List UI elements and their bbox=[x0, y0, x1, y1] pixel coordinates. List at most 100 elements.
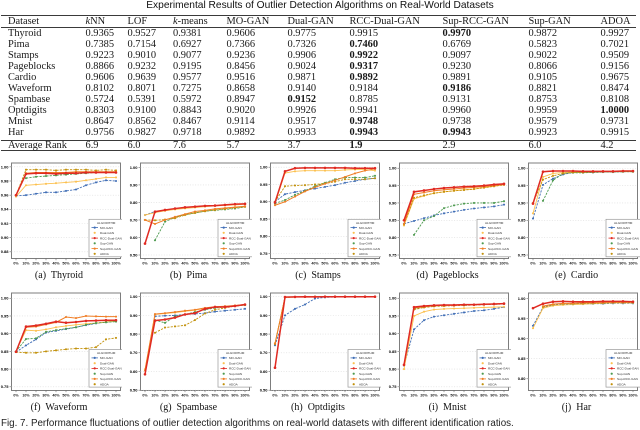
svg-text:100%: 100% bbox=[240, 261, 250, 265]
svg-text:Sup-RCC-GAN: Sup-RCC-GAN bbox=[229, 246, 250, 250]
svg-text:Dual-GAN: Dual-GAN bbox=[229, 231, 243, 235]
svg-text:40%: 40% bbox=[569, 261, 577, 265]
svg-text:30%: 30% bbox=[559, 393, 567, 397]
svg-text:0.80: 0.80 bbox=[130, 199, 139, 204]
svg-text:1.00: 1.00 bbox=[518, 295, 527, 300]
svg-text:0.95: 0.95 bbox=[389, 182, 398, 187]
svg-text:0.90: 0.90 bbox=[0, 331, 9, 336]
svg-text:ADOA: ADOA bbox=[358, 382, 368, 386]
svg-text:0.95: 0.95 bbox=[518, 315, 527, 320]
svg-text:Sup-RCC-GAN: Sup-RCC-GAN bbox=[488, 377, 509, 381]
svg-text:20%: 20% bbox=[420, 261, 428, 265]
svg-text:0%: 0% bbox=[13, 393, 19, 397]
svg-text:40%: 40% bbox=[52, 261, 60, 265]
svg-text:60%: 60% bbox=[72, 393, 80, 397]
svg-text:0.80: 0.80 bbox=[389, 366, 398, 371]
svg-text:20%: 20% bbox=[420, 393, 428, 397]
svg-text:0%: 0% bbox=[272, 393, 278, 397]
svg-text:RCC-Dual-GAN: RCC-Dual-GAN bbox=[99, 366, 121, 370]
svg-text:RCC-Dual-GAN: RCC-Dual-GAN bbox=[488, 236, 510, 240]
svg-text:ADOA: ADOA bbox=[488, 382, 498, 386]
svg-text:20%: 20% bbox=[549, 393, 557, 397]
svg-text:ALGORITHM: ALGORITHM bbox=[97, 351, 116, 355]
svg-text:50%: 50% bbox=[579, 261, 587, 265]
svg-text:Dual-GAN: Dual-GAN bbox=[100, 231, 114, 235]
svg-text:80%: 80% bbox=[609, 261, 617, 265]
svg-text:90%: 90% bbox=[619, 261, 627, 265]
svg-text:Dual-GAN: Dual-GAN bbox=[359, 231, 373, 235]
svg-text:ALGORITHM: ALGORITHM bbox=[485, 220, 504, 224]
svg-text:70%: 70% bbox=[82, 261, 90, 265]
svg-text:0.80: 0.80 bbox=[130, 331, 139, 336]
svg-text:10%: 10% bbox=[151, 393, 159, 397]
svg-text:100%: 100% bbox=[370, 261, 380, 265]
svg-text:Sup-RCC-GAN: Sup-RCC-GAN bbox=[488, 246, 509, 250]
svg-text:Sup-RCC-GAN: Sup-RCC-GAN bbox=[100, 246, 121, 250]
svg-text:MO-GAN: MO-GAN bbox=[100, 225, 113, 229]
svg-text:MO-GAN: MO-GAN bbox=[488, 356, 501, 360]
svg-text:90%: 90% bbox=[361, 393, 369, 397]
svg-text:Sup-RCC-GAN: Sup-RCC-GAN bbox=[617, 377, 638, 381]
svg-text:90%: 90% bbox=[619, 393, 627, 397]
svg-text:0.75: 0.75 bbox=[518, 252, 527, 257]
svg-text:MO-GAN: MO-GAN bbox=[229, 356, 242, 360]
svg-text:20%: 20% bbox=[161, 393, 169, 397]
svg-text:60%: 60% bbox=[460, 393, 468, 397]
svg-text:0.70: 0.70 bbox=[130, 217, 139, 222]
svg-text:70%: 70% bbox=[341, 393, 349, 397]
svg-text:Sup-GAN: Sup-GAN bbox=[488, 241, 501, 245]
svg-text:40%: 40% bbox=[181, 261, 189, 265]
svg-text:0.50: 0.50 bbox=[130, 387, 139, 392]
svg-text:30%: 30% bbox=[171, 393, 179, 397]
svg-text:80%: 80% bbox=[221, 393, 229, 397]
svg-text:70%: 70% bbox=[82, 393, 90, 397]
svg-text:MO-GAN: MO-GAN bbox=[358, 356, 371, 360]
svg-text:60%: 60% bbox=[331, 261, 339, 265]
svg-text:0.90: 0.90 bbox=[130, 182, 139, 187]
svg-text:0.70: 0.70 bbox=[130, 350, 139, 355]
svg-text:0.90: 0.90 bbox=[518, 336, 527, 341]
svg-text:100%: 100% bbox=[628, 261, 638, 265]
svg-text:Dual-GAN: Dual-GAN bbox=[358, 361, 372, 365]
svg-text:0.90: 0.90 bbox=[518, 200, 527, 205]
svg-text:100%: 100% bbox=[240, 393, 250, 397]
svg-text:50%: 50% bbox=[62, 261, 70, 265]
svg-text:30%: 30% bbox=[430, 261, 438, 265]
svg-text:50%: 50% bbox=[321, 261, 329, 265]
svg-text:Sup-RCC-GAN: Sup-RCC-GAN bbox=[229, 377, 250, 381]
svg-text:10%: 10% bbox=[410, 261, 418, 265]
svg-text:0.98: 0.98 bbox=[0, 178, 9, 183]
svg-text:Sup-GAN: Sup-GAN bbox=[617, 241, 630, 245]
svg-text:Sup-GAN: Sup-GAN bbox=[358, 371, 371, 375]
svg-text:30%: 30% bbox=[42, 261, 50, 265]
svg-text:100%: 100% bbox=[370, 393, 380, 397]
svg-text:0.85: 0.85 bbox=[389, 217, 398, 222]
svg-text:0.95: 0.95 bbox=[0, 313, 9, 318]
svg-text:1.00: 1.00 bbox=[0, 164, 9, 169]
svg-text:70%: 70% bbox=[211, 393, 219, 397]
svg-text:0.95: 0.95 bbox=[518, 182, 527, 187]
svg-text:0.88: 0.88 bbox=[0, 249, 9, 254]
svg-text:80%: 80% bbox=[92, 393, 100, 397]
svg-text:0.50: 0.50 bbox=[259, 387, 268, 392]
svg-text:90%: 90% bbox=[231, 261, 239, 265]
svg-text:0.96: 0.96 bbox=[0, 192, 9, 197]
svg-text:0%: 0% bbox=[401, 261, 407, 265]
svg-text:Dual-GAN: Dual-GAN bbox=[488, 361, 502, 365]
svg-text:RCC-Dual-GAN: RCC-Dual-GAN bbox=[229, 366, 251, 370]
svg-text:10%: 10% bbox=[151, 261, 159, 265]
svg-text:RCC-Dual-GAN: RCC-Dual-GAN bbox=[359, 236, 381, 240]
svg-text:50%: 50% bbox=[579, 393, 587, 397]
svg-text:Dual-GAN: Dual-GAN bbox=[99, 361, 113, 365]
svg-text:RCC-Dual-GAN: RCC-Dual-GAN bbox=[100, 236, 122, 240]
svg-text:Dual-GAN: Dual-GAN bbox=[229, 361, 243, 365]
svg-text:40%: 40% bbox=[569, 393, 577, 397]
svg-text:ADOA: ADOA bbox=[229, 252, 239, 256]
svg-text:100%: 100% bbox=[499, 261, 509, 265]
svg-text:40%: 40% bbox=[52, 393, 60, 397]
svg-text:70%: 70% bbox=[470, 393, 478, 397]
svg-text:90%: 90% bbox=[490, 393, 498, 397]
svg-text:30%: 30% bbox=[559, 261, 567, 265]
svg-text:RCC-Dual-GAN: RCC-Dual-GAN bbox=[358, 366, 380, 370]
svg-text:0.75: 0.75 bbox=[389, 384, 398, 389]
